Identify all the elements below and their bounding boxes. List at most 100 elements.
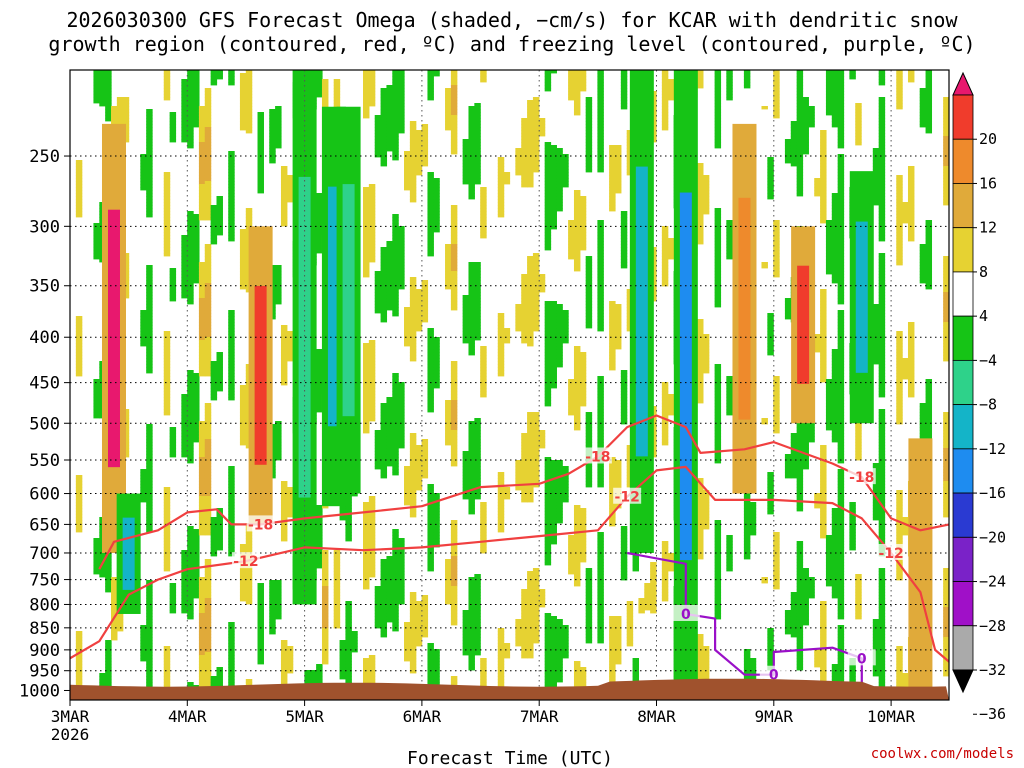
omega-cell [193,262,200,266]
omega-cell [163,355,171,359]
omega-cell [392,220,399,224]
omega-cell [404,490,411,494]
omega-cell [93,76,100,80]
omega-cell [316,676,323,680]
omega-cell [316,211,323,215]
omega-cell [316,196,323,200]
omega-cell [187,415,194,419]
omega-cell [275,595,282,599]
omega-cell [245,94,253,98]
omega-cell [146,178,153,182]
omega-cell [228,538,235,542]
omega-cell [409,199,417,203]
omega-cell [204,589,212,593]
omega-cell [380,265,388,269]
omega-cell [239,406,247,410]
omega-cell [468,334,475,338]
omega-cell [146,337,153,341]
omega-cell [204,103,212,107]
omega-cell [450,127,458,131]
omega-cell [198,343,206,347]
omega-cell [181,124,188,128]
omega-cell [427,397,434,401]
omega-cell [363,253,370,257]
omega-cell [75,529,83,533]
omega-cell [415,487,423,491]
omega-cell [198,679,206,683]
omega-cell [198,643,206,647]
omega-cell [105,82,112,86]
omega-cell [204,268,212,272]
omega-cell [163,196,171,200]
omega-cell [245,124,253,128]
omega-cell [351,637,358,641]
omega-cell [427,511,434,515]
omega-cell [368,655,376,659]
omega-cell [368,541,376,545]
omega-cell [392,298,399,302]
omega-cell [363,367,370,371]
omega-cell [345,532,352,536]
omega-cell [450,439,458,443]
omega-cell [163,91,171,95]
omega-cell [245,586,253,590]
omega-cell [146,343,153,347]
omega-cell [204,463,212,467]
omega-cell [450,130,458,134]
omega-cell [380,307,388,311]
omega-cell [415,130,423,134]
omega-cell [75,172,83,176]
omega-cell [146,646,153,650]
omega-cell [363,91,370,95]
omega-cell [445,286,452,290]
omega-cell [368,196,376,200]
omega-cell [163,211,171,215]
omega-cell [404,625,411,629]
omega-cell [169,442,177,446]
omega-cell [345,643,352,647]
omega-cell [380,88,388,92]
omega-cell [198,340,206,344]
omega-cell [409,145,417,149]
omega-cell [497,643,505,647]
omega-cell [216,679,223,683]
omega-cell [181,262,188,266]
omega-cell [111,583,118,587]
omega-cell [181,277,188,281]
omega-cell [450,145,458,149]
omega-cell [386,607,393,611]
omega-cell [409,307,417,311]
omega-cell [474,604,481,608]
omega-cell [345,535,352,539]
omega-cell [198,607,206,611]
omega-cell [474,124,481,128]
omega-cell [198,601,206,605]
omega-cell [216,364,223,368]
omega-cell [462,340,470,344]
omega-cell [239,547,247,551]
omega-cell [450,286,458,290]
omega-cell [450,538,458,542]
omega-cell [169,124,177,128]
omega-cell [480,514,487,518]
omega-cell [363,364,370,368]
omega-cell [468,193,475,197]
omega-cell [210,235,218,239]
omega-cell [198,640,206,644]
omega-cell [421,124,429,128]
omega-cell [187,406,194,410]
omega-cell [468,424,475,428]
omega-cell [374,604,382,608]
omega-cell [503,652,511,656]
omega-cell [474,328,481,332]
omega-cell [321,580,329,584]
omega-cell [497,160,505,164]
omega-cell [480,385,487,389]
omega-cell [321,661,329,665]
omega-cell [181,241,188,245]
omega-cell [75,679,83,683]
omega-cell [450,91,458,95]
omega-cell [146,328,153,332]
omega-cell [521,133,528,137]
omega-cell [204,505,212,509]
